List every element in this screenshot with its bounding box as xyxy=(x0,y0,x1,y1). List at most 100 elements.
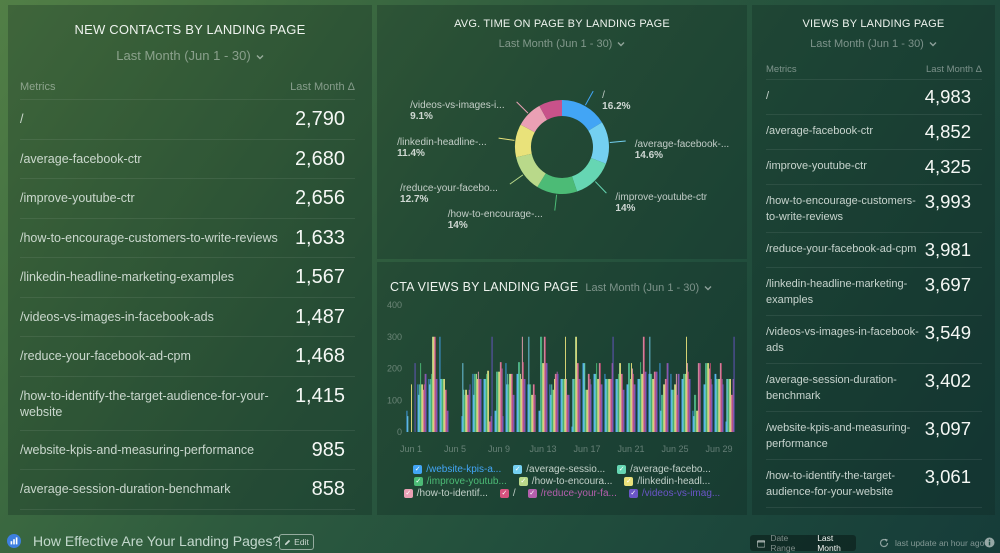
cta-bar[interactable] xyxy=(430,378,432,432)
cta-bar[interactable] xyxy=(561,378,563,432)
cta-bar[interactable] xyxy=(708,363,709,432)
cta-bar[interactable] xyxy=(431,373,433,432)
cta-bar[interactable] xyxy=(710,378,712,432)
legend-item[interactable]: ✓/how-to-identif... xyxy=(403,487,488,499)
cta-bar[interactable] xyxy=(407,416,409,432)
cta-bar[interactable] xyxy=(644,371,646,432)
cta-bar[interactable] xyxy=(571,426,573,432)
cta-bar[interactable] xyxy=(660,410,662,432)
cta-bar[interactable] xyxy=(543,363,544,432)
cta-bar[interactable] xyxy=(530,384,532,432)
cta-bar[interactable] xyxy=(631,368,633,433)
cta-bar[interactable] xyxy=(697,363,699,432)
cta-bar[interactable] xyxy=(529,384,531,432)
legend-item[interactable]: ✓ / xyxy=(499,487,516,499)
cta-bar[interactable] xyxy=(682,378,684,432)
cta-bar[interactable] xyxy=(725,421,727,432)
cta-bar[interactable] xyxy=(584,363,586,432)
cta-bar[interactable] xyxy=(601,384,603,432)
cta-bar[interactable] xyxy=(683,373,685,432)
cta-bar[interactable] xyxy=(645,371,647,432)
cta-bar[interactable] xyxy=(489,421,491,432)
cta-bar[interactable] xyxy=(506,384,508,432)
cta-bar[interactable] xyxy=(709,363,711,432)
cta-bar[interactable] xyxy=(540,336,542,432)
cta-bar[interactable] xyxy=(487,370,488,432)
refresh-icon[interactable] xyxy=(879,538,889,548)
cta-bar[interactable] xyxy=(486,373,488,432)
cta-bar[interactable] xyxy=(435,378,437,432)
cta-bar[interactable] xyxy=(628,363,630,432)
cta-bar[interactable] xyxy=(565,378,567,432)
cta-bar[interactable] xyxy=(421,384,422,432)
cta-bar[interactable] xyxy=(579,378,581,432)
donut-slice[interactable] xyxy=(520,105,548,133)
cta-bar[interactable] xyxy=(420,363,422,432)
cta-bar[interactable] xyxy=(532,384,534,432)
cta-bar[interactable] xyxy=(653,371,655,432)
cta-bar[interactable] xyxy=(588,373,590,432)
cta-bar[interactable] xyxy=(730,394,732,432)
cta-bar[interactable] xyxy=(490,416,492,432)
cta-bar[interactable] xyxy=(463,389,465,432)
cta-bar[interactable] xyxy=(587,373,589,432)
legend-item[interactable]: ✓/average-facebo... xyxy=(617,463,711,475)
legend-checkbox-icon[interactable]: ✓ xyxy=(624,476,634,486)
cta-bar[interactable] xyxy=(687,371,689,432)
cta-bar[interactable] xyxy=(468,389,470,432)
cta-bar[interactable] xyxy=(637,378,639,432)
cta-bar[interactable] xyxy=(502,416,504,432)
cta-bar[interactable] xyxy=(560,378,562,432)
donut-slice[interactable] xyxy=(515,124,535,158)
cta-bar[interactable] xyxy=(477,378,478,432)
cta-bar[interactable] xyxy=(527,384,529,432)
legend-checkbox-icon[interactable]: ✓ xyxy=(617,464,627,474)
cta-bar[interactable] xyxy=(524,378,526,432)
cta-bar[interactable] xyxy=(422,384,423,432)
cta-bar[interactable] xyxy=(674,384,675,432)
cta-bar[interactable] xyxy=(465,389,466,432)
cta-bar[interactable] xyxy=(727,378,729,432)
cta-bar[interactable] xyxy=(475,373,477,432)
cta-bar[interactable] xyxy=(670,373,672,432)
cta-bar[interactable] xyxy=(698,363,700,432)
cta-bar[interactable] xyxy=(406,410,408,432)
donut-slice[interactable] xyxy=(588,122,609,164)
cta-bar[interactable] xyxy=(583,363,585,432)
cta-bar[interactable] xyxy=(733,336,735,432)
cta-bar[interactable] xyxy=(730,378,731,432)
cta-bar[interactable] xyxy=(562,378,564,432)
cta-bar[interactable] xyxy=(693,416,695,432)
cta-bar[interactable] xyxy=(640,362,642,432)
cta-bar[interactable] xyxy=(704,384,706,432)
cta-bar[interactable] xyxy=(719,363,721,432)
cta-bar[interactable] xyxy=(444,378,445,432)
cta-bar[interactable] xyxy=(477,371,479,432)
cta-bar[interactable] xyxy=(585,389,587,432)
cta-bar[interactable] xyxy=(544,336,546,432)
cta-bar[interactable] xyxy=(546,363,548,432)
cta-bar[interactable] xyxy=(414,363,416,432)
cta-bar[interactable] xyxy=(428,378,430,432)
cta-bar[interactable] xyxy=(621,373,623,432)
cta-bar[interactable] xyxy=(642,373,643,432)
cta-bar[interactable] xyxy=(638,378,640,432)
cta-bar[interactable] xyxy=(513,394,515,432)
cta-bar[interactable] xyxy=(731,394,733,432)
cta-bar[interactable] xyxy=(627,384,629,432)
cta-bar[interactable] xyxy=(411,384,412,432)
cta-bar[interactable] xyxy=(654,371,656,432)
cta-bar[interactable] xyxy=(545,363,547,432)
cta-bar[interactable] xyxy=(469,384,471,432)
cta-bar[interactable] xyxy=(443,378,444,432)
cta-bar[interactable] xyxy=(651,373,653,432)
cta-bar[interactable] xyxy=(622,389,624,432)
cta-bar[interactable] xyxy=(472,373,474,432)
cta-bar[interactable] xyxy=(696,410,697,432)
cta-bar[interactable] xyxy=(568,394,570,432)
cta-bar[interactable] xyxy=(609,378,611,432)
cta-bar[interactable] xyxy=(661,394,663,432)
cta-bar[interactable] xyxy=(501,368,503,433)
legend-item[interactable]: ✓/linkedin-headl... xyxy=(624,475,710,487)
cta-bar[interactable] xyxy=(511,373,513,432)
